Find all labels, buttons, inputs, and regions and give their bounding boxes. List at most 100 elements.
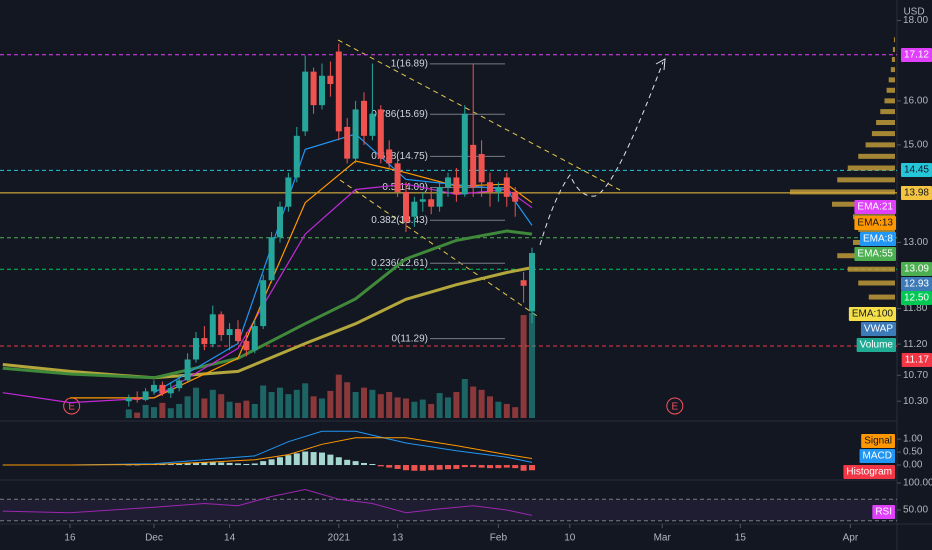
- candle-body: [184, 359, 191, 381]
- volume-bar: [218, 394, 225, 418]
- candle-body: [176, 380, 183, 389]
- candle-body: [142, 391, 149, 400]
- histogram-bar: [167, 463, 174, 466]
- price-label: 13.09: [904, 264, 929, 275]
- volume-bar: [453, 392, 460, 418]
- histogram-bar: [520, 465, 527, 471]
- histogram-bar: [444, 465, 451, 470]
- volume-bar: [167, 408, 174, 418]
- histogram-bar: [234, 463, 241, 466]
- histogram-bar: [260, 461, 267, 466]
- volume-bar: [302, 383, 309, 418]
- candle-body: [486, 182, 493, 192]
- candle-body: [268, 237, 275, 281]
- volume-bar: [234, 402, 241, 418]
- fib-label: 0(11.29): [391, 333, 428, 344]
- volume-bar: [436, 393, 443, 418]
- histogram-bar: [192, 462, 199, 466]
- volume-bar: [470, 386, 477, 418]
- histogram-bar: [226, 462, 233, 466]
- candle-body: [335, 51, 342, 132]
- volume-bar: [386, 392, 393, 418]
- candle-body: [201, 338, 208, 345]
- y-tick-label: 0.50: [903, 447, 923, 458]
- candle-body: [327, 75, 334, 85]
- volume-bar: [318, 398, 325, 418]
- earnings-label: E: [671, 402, 678, 413]
- volume-bar: [495, 401, 502, 418]
- volume-profile-bar: [892, 47, 895, 53]
- histogram-bar: [402, 465, 409, 471]
- volume-bar: [335, 374, 342, 418]
- volume-profile-bar: [888, 77, 895, 83]
- histogram-bar: [302, 451, 309, 466]
- price-label: EMA:21: [857, 202, 893, 213]
- histogram-bar: [276, 457, 283, 466]
- histogram-bar: [176, 463, 183, 466]
- histogram-bar: [310, 452, 317, 466]
- volume-bar: [310, 396, 317, 418]
- price-label-box: [854, 247, 896, 261]
- volume-bar: [260, 385, 267, 418]
- price-label-box: [900, 163, 932, 177]
- volume-profile-bar: [790, 189, 895, 195]
- currency-label: USD: [903, 7, 924, 18]
- x-tick-label: 14: [224, 533, 236, 544]
- candle-body: [352, 109, 359, 159]
- volume-bar: [285, 394, 292, 418]
- earnings-label: E: [68, 402, 75, 413]
- price-label: EMA:100: [852, 309, 894, 320]
- histogram-bar: [360, 462, 367, 466]
- rsi-line: [2, 488, 533, 516]
- candle-body: [394, 163, 401, 192]
- candle-body: [411, 201, 418, 217]
- volume-profile-bar: [865, 142, 895, 148]
- histogram-bar: [285, 455, 292, 466]
- price-label-box: [900, 262, 932, 276]
- histogram-bar: [394, 465, 401, 469]
- volume-profile-bar: [868, 294, 895, 300]
- price-label: 17.12: [904, 50, 929, 61]
- price-label-box: [854, 200, 896, 214]
- candle-body: [251, 326, 258, 351]
- volume-bar: [159, 402, 166, 418]
- histogram-bar: [251, 463, 258, 466]
- price-label: EMA:55: [857, 249, 893, 260]
- candle-body: [260, 280, 267, 327]
- candle-body: [150, 384, 157, 392]
- candle-body: [234, 329, 241, 342]
- volume-bar: [209, 389, 216, 418]
- histogram-bar: [184, 462, 191, 466]
- volume-bar: [150, 407, 157, 418]
- price-label-box: [900, 277, 932, 291]
- volume-bar: [268, 392, 275, 418]
- price-label: 12.50: [904, 293, 929, 304]
- volume-bar: [176, 403, 183, 418]
- histogram-bar: [411, 465, 418, 471]
- price-label-box: [900, 48, 932, 62]
- candle-body: [444, 177, 451, 188]
- y-tick-label: 1.00: [903, 434, 923, 445]
- candle-body: [402, 191, 409, 222]
- volume-bar: [327, 390, 334, 418]
- candle-body: [167, 388, 174, 394]
- volume-bar: [428, 403, 435, 418]
- price-label-box: [872, 505, 895, 519]
- x-tick-label: 2021: [328, 533, 351, 544]
- candle-body: [470, 144, 477, 188]
- volume-bar: [419, 399, 426, 418]
- volume-profile-bar: [891, 57, 895, 63]
- histogram-bar: [529, 465, 536, 471]
- histogram-bar: [377, 465, 384, 467]
- fib-label: 0.5(14.09): [382, 182, 428, 193]
- price-label-box: [859, 232, 896, 246]
- price-label: EMA:13: [857, 218, 893, 229]
- volume-bar: [512, 407, 519, 418]
- histogram-bar: [243, 463, 250, 466]
- price-label: EMA:8: [863, 234, 893, 245]
- arrow-head: [655, 58, 666, 71]
- y-tick-label: 10.30: [903, 396, 928, 407]
- volume-bar: [444, 397, 451, 418]
- candle-body: [192, 338, 199, 360]
- candle-body: [503, 177, 510, 197]
